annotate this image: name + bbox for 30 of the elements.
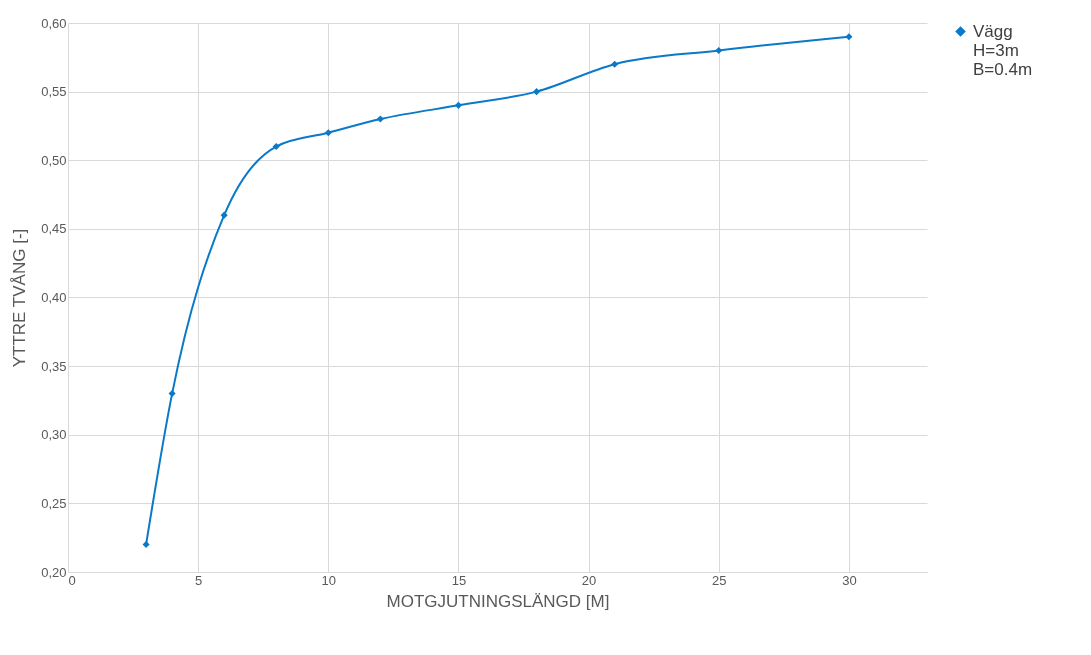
y-tick-label: 0,50 (41, 152, 67, 168)
point (611, 60, 619, 68)
point (376, 115, 384, 123)
x-tick-label: 30 (842, 572, 857, 588)
point (168, 390, 176, 398)
point (272, 142, 280, 151)
x-tick-label: 20 (581, 572, 597, 588)
point (324, 129, 332, 137)
y-tick-label: 0,40 (41, 290, 67, 305)
x-tick-label: 25 (712, 572, 727, 588)
y-tick-label: 0,20 (41, 564, 67, 580)
y-tick-label: 0,60 (41, 15, 67, 31)
y-tick-label: 0,35 (41, 358, 67, 374)
point (454, 101, 462, 109)
x-tick-label: 0 (68, 572, 76, 588)
point (845, 33, 853, 41)
x-tick-label: 5 (195, 572, 203, 588)
y-tick-label: 0,30 (41, 427, 67, 443)
x-tick-label: 10 (321, 572, 337, 588)
x-tick-label: 15 (451, 572, 467, 588)
y-tick-label: 0,55 (41, 84, 67, 100)
y-tick-label: 0,45 (41, 221, 67, 237)
point (533, 88, 541, 96)
point (142, 541, 150, 549)
x-axis-title: MOTGJUTNINGSLÄNGD [M] (386, 591, 610, 611)
point (715, 46, 723, 54)
point (220, 211, 228, 219)
legend-label: Vägg H=3m B=0.4m (973, 21, 1033, 79)
y-axis-title: YTTRE TVÅNG [-] (10, 228, 30, 368)
y-tick-label: 0,25 (41, 495, 67, 511)
